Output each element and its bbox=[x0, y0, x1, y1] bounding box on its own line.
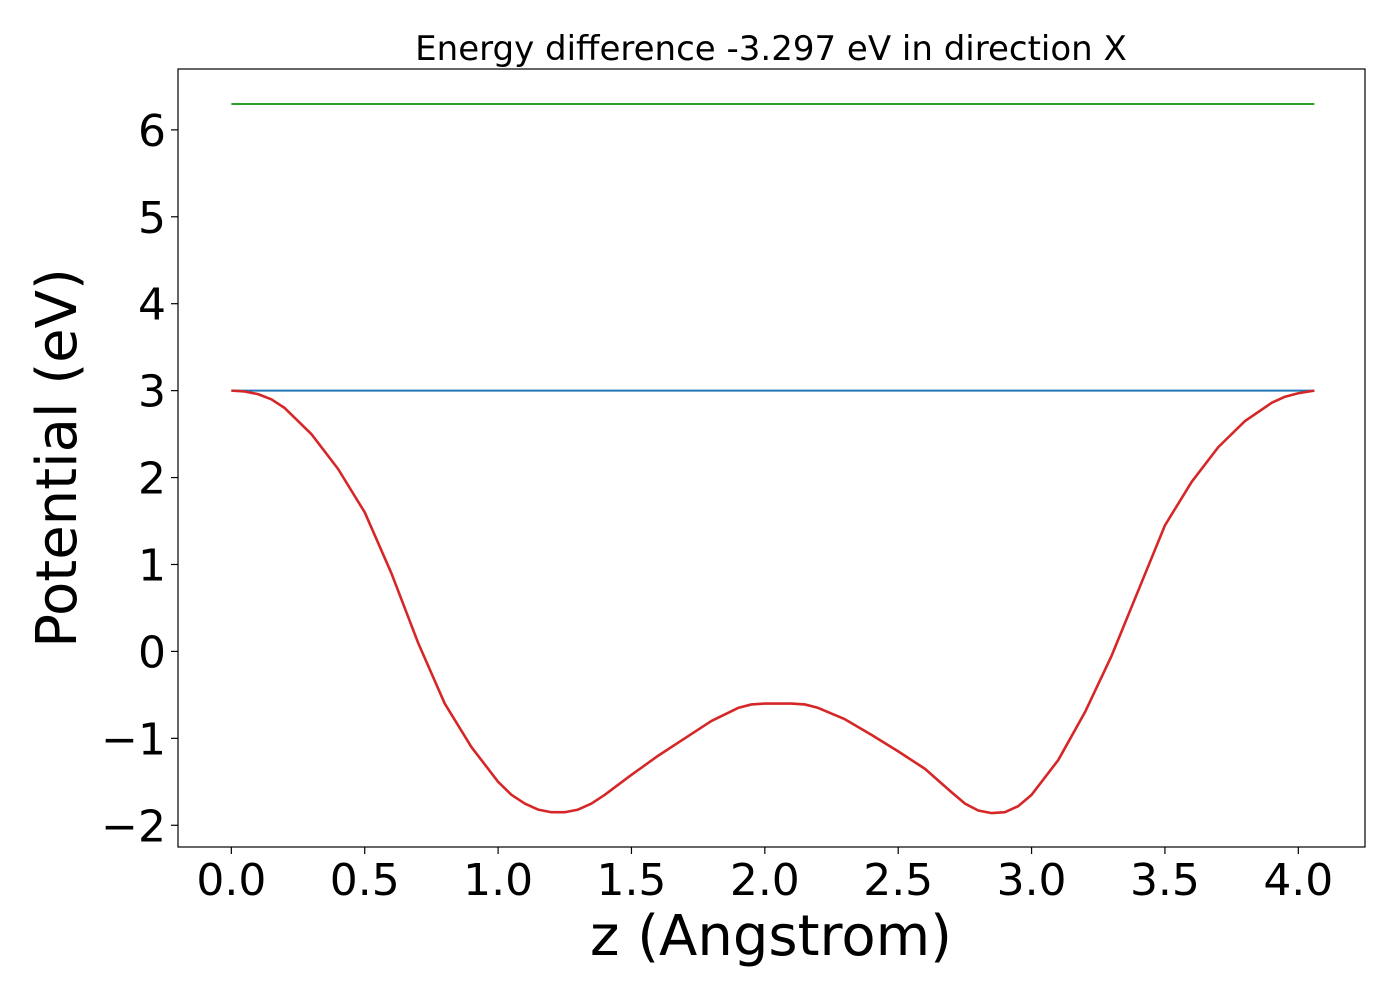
x-axis-ticks: 0.0 0.5 1.0 1.5 2.0 2.5 3.0 3.5 4.0 bbox=[196, 847, 1333, 906]
x-tick-label: 3.5 bbox=[1130, 855, 1200, 906]
y-axis-ticks: −2 −1 0 1 2 3 4 5 6 bbox=[101, 106, 178, 852]
x-tick-label: 4.0 bbox=[1263, 855, 1333, 906]
y-tick-label: −1 bbox=[101, 714, 166, 765]
x-tick-label: 0.5 bbox=[330, 855, 400, 906]
y-tick-label: −2 bbox=[101, 801, 166, 852]
x-tick-label: 0.0 bbox=[196, 855, 266, 906]
x-tick-label: 2.5 bbox=[863, 855, 933, 906]
y-tick-label: 4 bbox=[138, 280, 166, 331]
y-tick-label: 5 bbox=[138, 193, 166, 244]
red-potential-curve bbox=[231, 389, 1315, 815]
y-tick-label: 0 bbox=[138, 627, 166, 678]
chart-title: Energy difference -3.297 eV in direction… bbox=[415, 29, 1127, 69]
y-axis-label: Potential (eV) bbox=[25, 268, 90, 648]
y-tick-label: 3 bbox=[138, 367, 166, 418]
y-tick-label: 1 bbox=[138, 540, 166, 591]
x-tick-label: 1.5 bbox=[596, 855, 666, 906]
plot-lines bbox=[231, 103, 1315, 815]
x-tick-label: 3.0 bbox=[997, 855, 1067, 906]
y-tick-label: 6 bbox=[138, 106, 166, 157]
plot-area-frame bbox=[177, 68, 1366, 848]
x-tick-label: 2.0 bbox=[730, 855, 800, 906]
y-tick-label: 2 bbox=[138, 454, 166, 505]
x-axis-label: z (Angstrom) bbox=[590, 904, 952, 969]
x-tick-label: 1.0 bbox=[463, 855, 533, 906]
